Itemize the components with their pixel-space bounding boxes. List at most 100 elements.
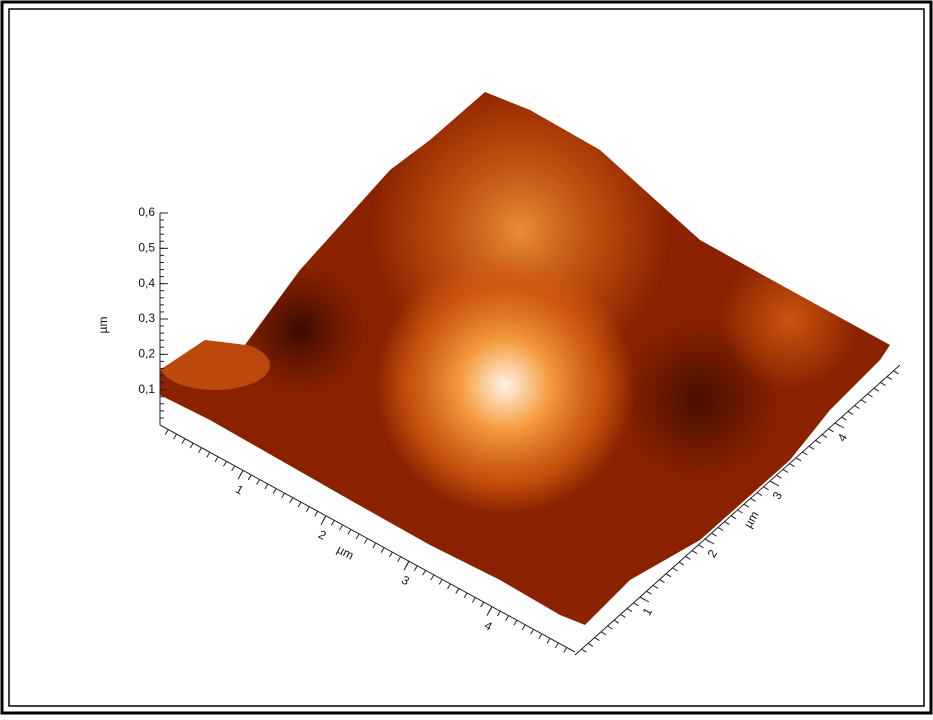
x-minor-tick bbox=[257, 479, 260, 484]
x-minor-tick bbox=[232, 466, 235, 471]
y-minor-tick bbox=[595, 638, 600, 641]
x-minor-tick bbox=[472, 598, 475, 603]
z-axis-label: µm bbox=[96, 317, 110, 334]
y-minor-tick bbox=[783, 469, 788, 472]
x-minor-tick bbox=[448, 584, 451, 589]
y-minor-tick bbox=[868, 394, 873, 397]
y-minor-tick bbox=[679, 562, 684, 565]
y-minor-tick bbox=[692, 551, 697, 554]
x-minor-tick bbox=[331, 520, 334, 525]
x-minor-tick bbox=[506, 616, 509, 621]
y-minor-tick bbox=[796, 458, 801, 461]
y-tick bbox=[705, 539, 714, 544]
x-minor-tick bbox=[199, 448, 202, 453]
x-minor-tick bbox=[464, 593, 467, 598]
x-minor-tick bbox=[522, 625, 525, 630]
y-minor-tick bbox=[848, 411, 853, 414]
x-tick bbox=[404, 561, 409, 570]
x-minor-tick bbox=[223, 461, 226, 466]
y-minor-tick bbox=[699, 545, 704, 548]
y-minor-tick bbox=[627, 609, 632, 612]
x-minor-tick bbox=[539, 634, 542, 639]
y-tick-label: 1 bbox=[640, 605, 656, 618]
y-minor-tick bbox=[751, 498, 756, 501]
y-minor-tick bbox=[874, 388, 879, 391]
x-minor-tick bbox=[165, 430, 168, 435]
y-minor-tick bbox=[855, 406, 860, 409]
x-minor-tick bbox=[298, 502, 301, 507]
x-minor-tick bbox=[365, 539, 368, 544]
x-minor-tick bbox=[373, 543, 376, 548]
x-minor-tick bbox=[531, 629, 534, 634]
y-tick bbox=[640, 597, 649, 602]
y-minor-tick bbox=[712, 533, 717, 536]
y-minor-tick bbox=[731, 516, 736, 519]
y-minor-tick bbox=[881, 382, 886, 385]
x-tick-label: 4 bbox=[482, 618, 495, 634]
y-minor-tick bbox=[647, 591, 652, 594]
y-tick-label: 2 bbox=[705, 547, 721, 560]
z-tick-label: 0,1 bbox=[138, 382, 155, 396]
x-minor-tick bbox=[356, 534, 359, 539]
x-tick bbox=[321, 516, 326, 525]
x-minor-tick bbox=[389, 552, 392, 557]
y-minor-tick bbox=[601, 632, 606, 635]
y-minor-tick bbox=[809, 446, 814, 449]
y-minor-tick bbox=[764, 487, 769, 490]
x-minor-tick bbox=[414, 566, 417, 571]
z-tick-label: 0,4 bbox=[138, 276, 155, 290]
x-minor-tick bbox=[248, 475, 251, 480]
x-minor-tick bbox=[497, 611, 500, 616]
y-minor-tick bbox=[744, 504, 749, 507]
z-tick-label: 0,2 bbox=[138, 347, 155, 361]
x-minor-tick bbox=[564, 647, 567, 652]
height-surface bbox=[150, 80, 910, 640]
y-minor-tick bbox=[621, 614, 626, 617]
y-minor-tick bbox=[588, 643, 593, 646]
y-minor-tick bbox=[894, 371, 899, 374]
x-axis-label: µm bbox=[335, 542, 357, 562]
y-minor-tick bbox=[842, 417, 847, 420]
x-tick-label: 3 bbox=[399, 573, 412, 589]
y-minor-tick bbox=[803, 452, 808, 455]
y-minor-tick bbox=[582, 649, 587, 652]
y-tick bbox=[770, 481, 779, 486]
x-minor-tick bbox=[348, 529, 351, 534]
z-tick-label: 0,3 bbox=[138, 311, 155, 325]
x-minor-tick bbox=[340, 525, 343, 530]
y-minor-tick bbox=[738, 510, 743, 513]
x-minor-tick bbox=[423, 570, 426, 575]
x-tick bbox=[238, 470, 243, 479]
x-minor-tick bbox=[215, 457, 218, 462]
x-minor-tick bbox=[207, 452, 210, 457]
x-minor-tick bbox=[282, 493, 285, 498]
y-minor-tick bbox=[861, 400, 866, 403]
y-minor-tick bbox=[829, 429, 834, 432]
y-minor-tick bbox=[666, 574, 671, 577]
z-tick-label: 0,6 bbox=[138, 205, 155, 219]
y-minor-tick bbox=[822, 435, 827, 438]
y-minor-tick bbox=[614, 620, 619, 623]
y-minor-tick bbox=[634, 603, 639, 606]
x-minor-tick bbox=[547, 638, 550, 643]
y-minor-tick bbox=[816, 440, 821, 443]
x-minor-tick bbox=[290, 498, 293, 503]
y-tick-label: 3 bbox=[770, 489, 786, 502]
x-minor-tick bbox=[306, 507, 309, 512]
x-minor-tick bbox=[431, 575, 434, 580]
x-minor-tick bbox=[273, 489, 276, 494]
x-tick-label: 2 bbox=[316, 527, 329, 543]
y-minor-tick bbox=[608, 626, 613, 629]
x-minor-tick bbox=[456, 588, 459, 593]
y-minor-tick bbox=[887, 377, 892, 380]
x-minor-tick bbox=[481, 602, 484, 607]
x-minor-tick bbox=[514, 620, 517, 625]
y-minor-tick bbox=[686, 556, 691, 559]
x-tick-label: 1 bbox=[233, 482, 246, 498]
y-minor-tick bbox=[790, 464, 795, 467]
x-tick bbox=[487, 607, 492, 616]
x-minor-tick bbox=[182, 439, 185, 444]
y-minor-tick bbox=[653, 585, 658, 588]
x-minor-tick bbox=[381, 548, 384, 553]
x-minor-tick bbox=[315, 511, 318, 516]
